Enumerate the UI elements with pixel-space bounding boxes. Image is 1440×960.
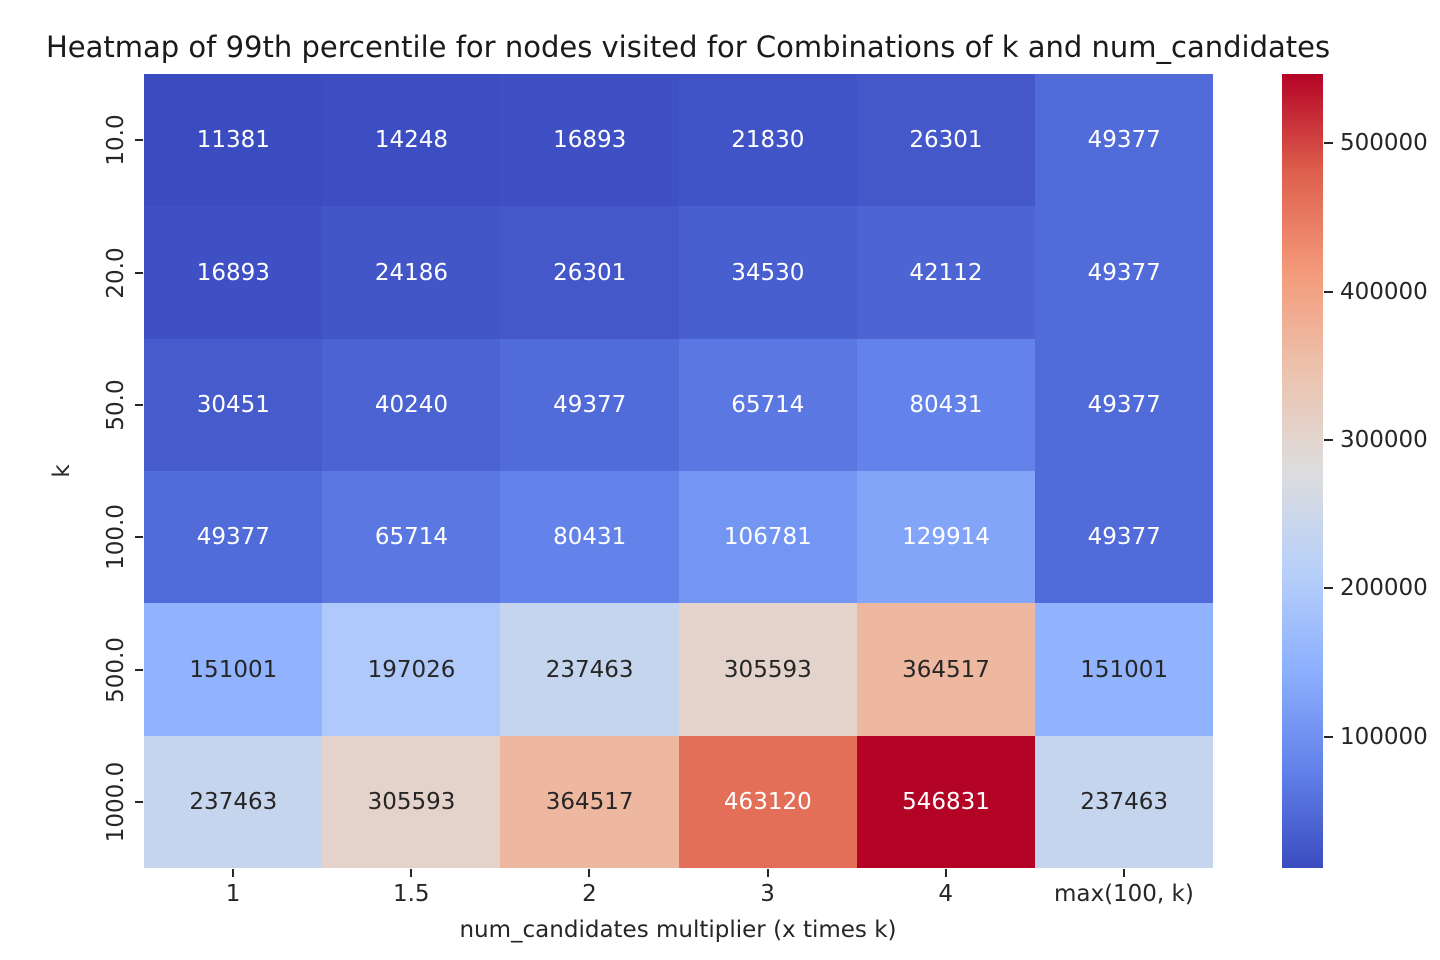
x-tick-label: 3 — [760, 881, 775, 907]
colorbar-tick-mark — [1324, 439, 1333, 442]
heatmap-grid: 11381 14248 16893 21830 26301 49377 16893 24186… — [144, 74, 1214, 869]
tick-mark — [766, 869, 769, 877]
heatmap-cell: 80431 — [856, 338, 1036, 472]
y-tick-label: 10.0 — [103, 114, 129, 166]
tick-mark — [135, 139, 143, 142]
heatmap-cell: 463120 — [678, 735, 858, 869]
heatmap-cell: 49377 — [1034, 471, 1214, 604]
heatmap-cell: 16893 — [500, 74, 679, 207]
x-tick-label: 1.5 — [392, 881, 430, 907]
heatmap-cell: 197026 — [322, 603, 501, 737]
heatmap-cell: 49377 — [500, 338, 679, 472]
colorbar-tick-label: 400000 — [1340, 278, 1428, 305]
heatmap-cell: 237463 — [500, 603, 679, 737]
tick-mark — [944, 869, 947, 877]
tick-mark — [232, 869, 235, 877]
x-axis-label: num_candidates multiplier (x times k) — [459, 917, 897, 943]
colorbar-tick-label: 100000 — [1340, 723, 1428, 750]
heatmap-cell: 30451 — [144, 338, 323, 472]
heatmap-cell: 49377 — [1034, 206, 1214, 340]
heatmap-cell: 237463 — [1034, 735, 1214, 869]
heatmap-cell: 237463 — [144, 735, 323, 869]
heatmap-cell: 305593 — [678, 603, 858, 737]
tick-mark — [135, 800, 143, 803]
heatmap-cell: 14248 — [322, 74, 501, 207]
tick-mark — [135, 271, 143, 274]
heatmap-cell: 80431 — [500, 471, 679, 604]
heatmap-cell: 40240 — [322, 338, 501, 472]
heatmap-cell: 42112 — [856, 206, 1036, 340]
heatmap-cell: 364517 — [856, 603, 1036, 737]
x-tick-label: 2 — [582, 881, 597, 907]
heatmap-cell: 16893 — [144, 206, 323, 340]
colorbar-tick-mark — [1324, 142, 1333, 145]
tick-mark — [135, 403, 143, 406]
y-tick-label: 50.0 — [103, 379, 129, 431]
heatmap-cell: 364517 — [500, 735, 679, 869]
x-tick-label: 1 — [225, 881, 241, 907]
colorbar-tick-label: 200000 — [1340, 575, 1428, 602]
tick-mark — [135, 536, 143, 539]
heatmap-cell: 34530 — [678, 206, 858, 340]
heatmap-cell: 305593 — [322, 735, 501, 869]
y-tick-label: 1000.0 — [103, 761, 129, 843]
y-tick-label: 100.0 — [103, 504, 129, 571]
heatmap-cell: 106781 — [678, 471, 858, 604]
heatmap-cell: 26301 — [500, 206, 679, 340]
tick-mark — [1122, 869, 1125, 877]
tick-mark — [410, 869, 413, 877]
colorbar-tick-mark — [1324, 290, 1333, 293]
heatmap-cell: 24186 — [322, 206, 501, 340]
heatmap-cell: 49377 — [1034, 74, 1214, 207]
heatmap-cell: 49377 — [144, 471, 323, 604]
colorbar-tick-label: 300000 — [1340, 427, 1428, 454]
heatmap-cell: 49377 — [1034, 338, 1214, 472]
tick-mark — [135, 668, 143, 671]
chart-title: Heatmap of 99th percentile for nodes vis… — [46, 30, 1331, 64]
heatmap-cell: 546831 — [856, 735, 1036, 869]
y-tick-label: 500.0 — [103, 636, 129, 703]
heatmap-cell: 65714 — [322, 471, 501, 604]
colorbar-tick-mark — [1324, 735, 1333, 738]
colorbar-tick-mark — [1324, 587, 1333, 590]
colorbar-tick-label: 500000 — [1340, 130, 1428, 157]
heatmap-cell: 151001 — [1034, 603, 1214, 737]
y-axis-label: k — [49, 464, 75, 478]
y-tick-label: 20.0 — [103, 246, 129, 299]
heatmap-cell: 11381 — [144, 74, 323, 207]
heatmap-cell: 151001 — [144, 603, 323, 737]
x-tick-label: 4 — [938, 881, 954, 907]
x-tick-label: max(100, k) — [1053, 881, 1194, 907]
tick-mark — [588, 869, 591, 877]
heatmap-cell: 21830 — [678, 74, 858, 207]
heatmap-cell: 65714 — [678, 338, 858, 472]
heatmap-cell: 26301 — [856, 74, 1036, 207]
heatmap-cell: 129914 — [856, 471, 1036, 604]
colorbar — [1282, 74, 1323, 868]
